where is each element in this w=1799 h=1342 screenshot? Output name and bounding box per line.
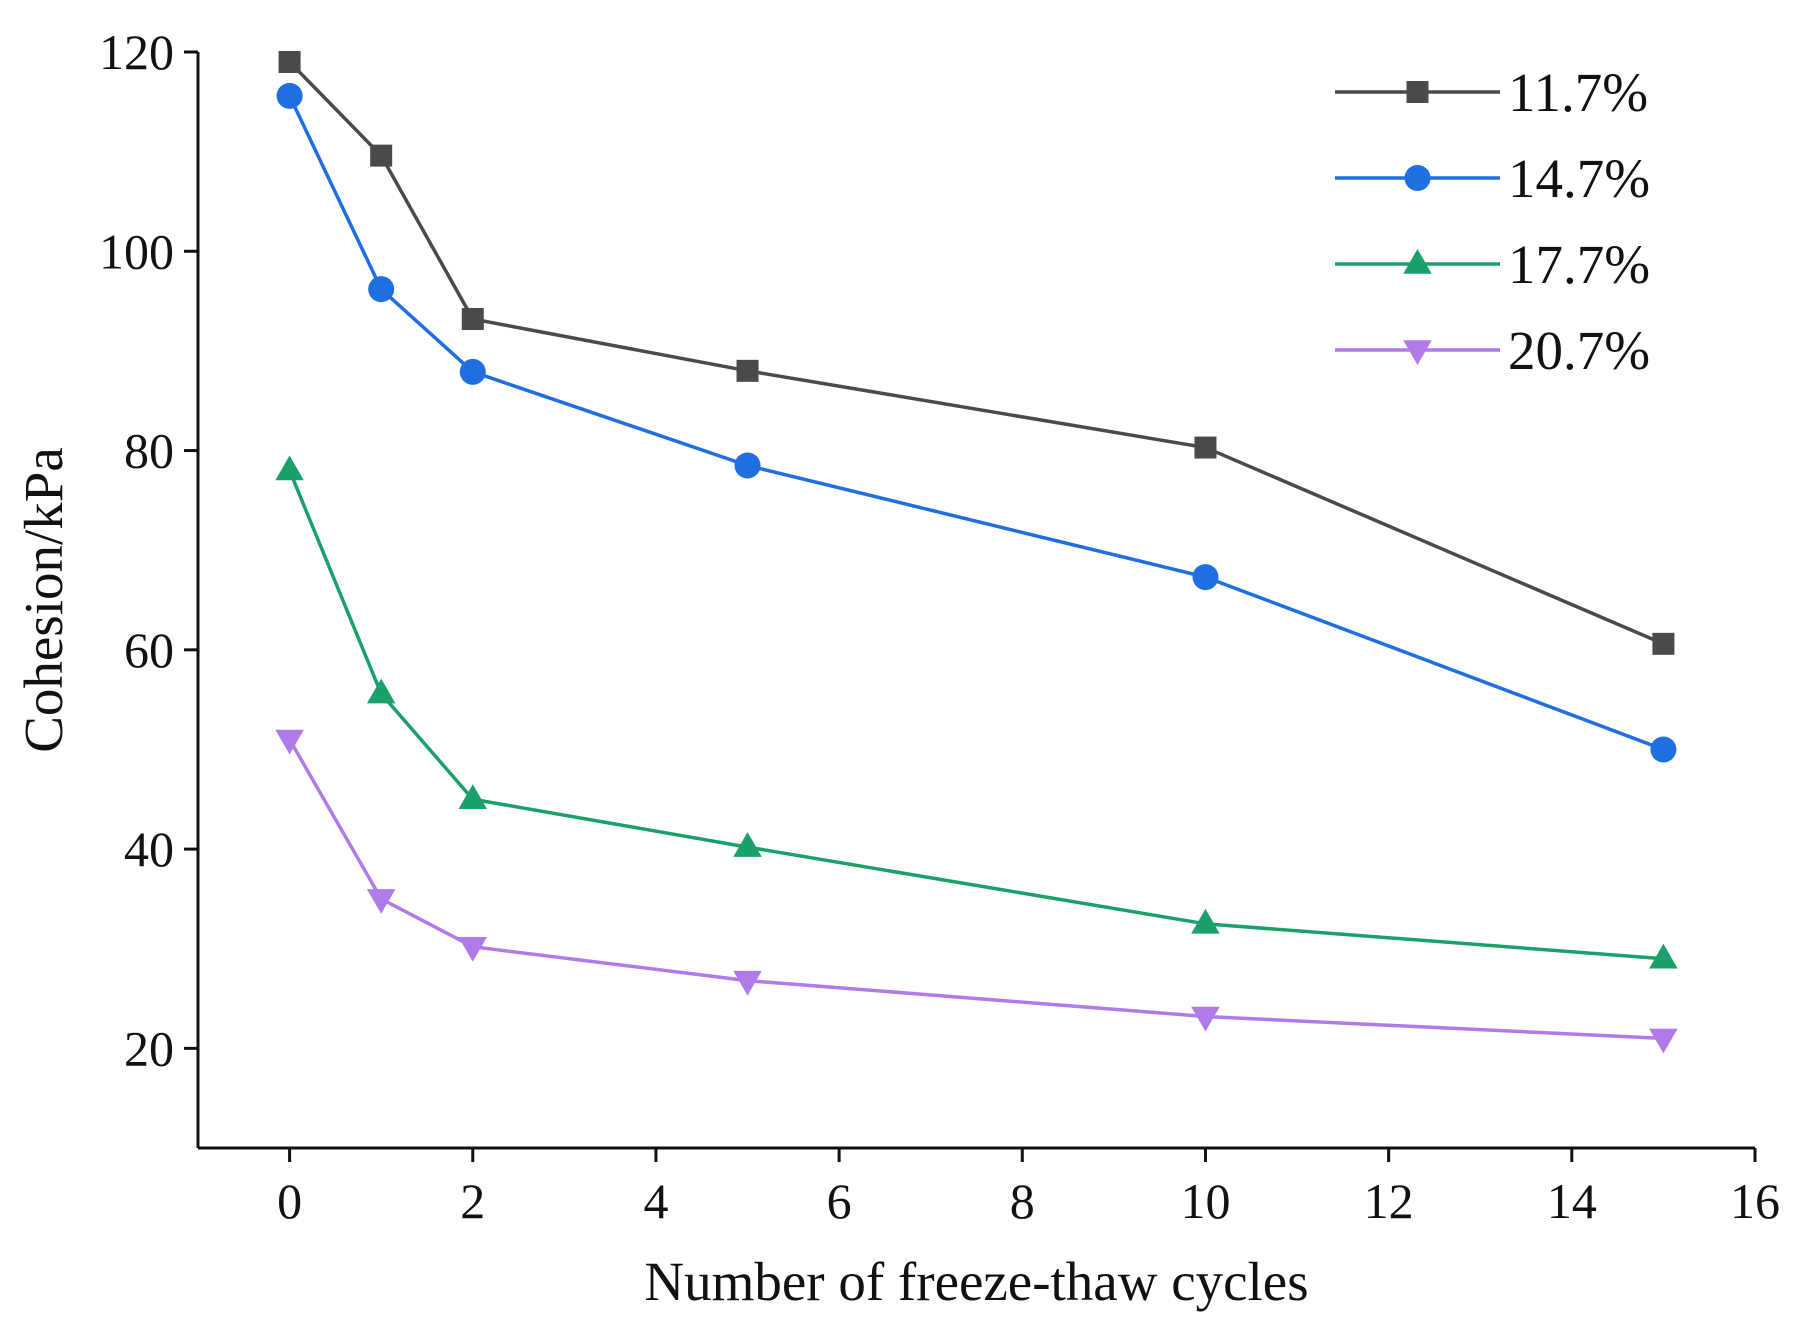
- y-tick-label: 60: [124, 622, 174, 678]
- data-point: [733, 970, 762, 996]
- data-point: [458, 936, 488, 962]
- series-line: [288, 738, 1664, 1041]
- x-axis-title: Number of freeze-thaw cycles: [644, 1251, 1308, 1312]
- legend-label: 11.7%: [1508, 62, 1648, 123]
- x-tick-label: 4: [643, 1173, 668, 1229]
- y-tick-label: 40: [124, 821, 174, 877]
- data-point: [275, 455, 304, 481]
- series-17.7%: [275, 455, 1678, 969]
- legend-label: 17.7%: [1508, 234, 1650, 295]
- data-point: [276, 82, 303, 109]
- legend-label: 14.7%: [1508, 148, 1650, 209]
- y-tick-label: 120: [99, 24, 174, 80]
- legend-marker: [1403, 340, 1432, 365]
- legend-item: 20.7%: [1335, 320, 1650, 381]
- data-point: [366, 678, 396, 704]
- axes: 0 2 4 6 8 10 12 14 16 20 40 60 80 100 120: [99, 24, 1780, 1229]
- x-tick-label: 16: [1730, 1173, 1780, 1229]
- legend: 11.7% 14.7% 17.7% 20.7%: [1335, 62, 1650, 381]
- series-11.7%: [278, 50, 1675, 655]
- data-point: [1652, 632, 1675, 655]
- series-14.7%: [276, 82, 1677, 763]
- data-point: [1649, 943, 1678, 969]
- data-point: [1191, 908, 1220, 934]
- series-line: [288, 95, 1665, 752]
- data-point: [733, 832, 762, 857]
- data-point: [278, 50, 301, 73]
- x-tick-label: 8: [1010, 1173, 1035, 1229]
- data-point: [1192, 564, 1219, 591]
- legend-marker: [1406, 81, 1429, 103]
- data-point: [459, 358, 486, 385]
- legend-label: 20.7%: [1508, 320, 1650, 381]
- series-line: [288, 60, 1665, 646]
- data-point: [734, 452, 761, 479]
- series-layer: [275, 50, 1678, 1054]
- data-point: [1191, 1006, 1220, 1032]
- series-line: [287, 469, 1664, 961]
- series-20.7%: [275, 729, 1678, 1054]
- x-tick-label: 0: [277, 1173, 302, 1229]
- x-tick-label: 14: [1547, 1173, 1597, 1229]
- legend-marker: [1403, 249, 1432, 274]
- y-tick-label: 20: [124, 1020, 174, 1076]
- legend-item: 11.7%: [1335, 62, 1648, 123]
- x-tick-label: 6: [827, 1173, 852, 1229]
- legend-item: 14.7%: [1335, 148, 1650, 209]
- y-axis-title: Cohesion/kPa: [13, 447, 74, 753]
- data-point: [366, 889, 396, 914]
- y-tick-label: 100: [99, 223, 174, 279]
- data-point: [370, 144, 393, 167]
- data-point: [275, 729, 304, 755]
- data-point: [1650, 736, 1677, 763]
- x-tick-label: 2: [460, 1173, 485, 1229]
- x-tick-label: 10: [1180, 1173, 1230, 1229]
- data-point: [461, 308, 484, 331]
- data-point: [1194, 436, 1217, 459]
- x-tick-label: 12: [1364, 1173, 1414, 1229]
- data-point: [458, 784, 488, 810]
- y-tick-label: 80: [124, 423, 174, 479]
- legend-marker: [1404, 165, 1431, 191]
- data-point: [368, 276, 395, 303]
- data-point: [736, 359, 759, 382]
- legend-item: 17.7%: [1335, 234, 1650, 295]
- data-point: [1649, 1028, 1678, 1054]
